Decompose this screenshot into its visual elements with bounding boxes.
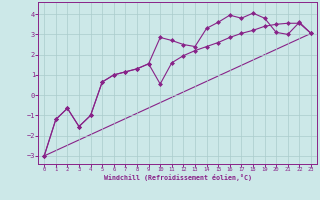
X-axis label: Windchill (Refroidissement éolien,°C): Windchill (Refroidissement éolien,°C) (104, 174, 252, 181)
